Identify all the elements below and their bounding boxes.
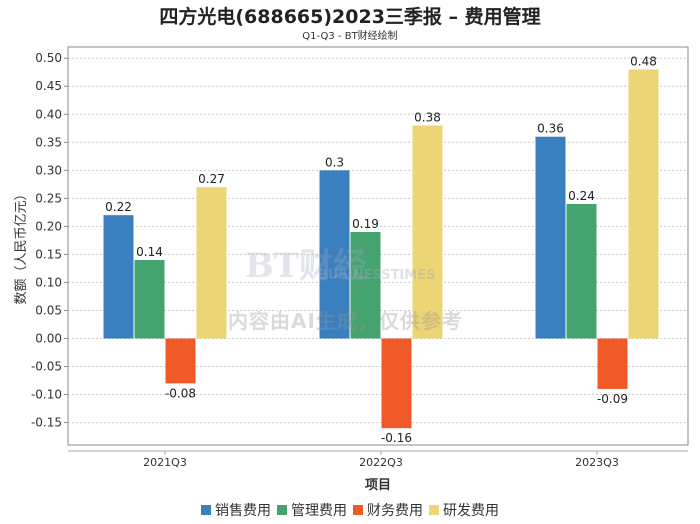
y-tick-label: 0.30	[35, 163, 62, 177]
chart-title: 四方光电(688665)2023三季报 – 费用管理	[159, 6, 541, 28]
data-label: -0.16	[381, 431, 412, 445]
bar-管理费用	[350, 231, 381, 339]
x-axis-title: 项目	[365, 478, 391, 493]
legend-label: 销售费用	[215, 503, 271, 519]
watermark-logo-en: BUSINESSTIMES	[318, 268, 436, 283]
data-label: 0.14	[136, 245, 163, 259]
data-label: 0.27	[198, 172, 225, 186]
data-label: 0.3	[325, 155, 344, 169]
chart-subtitle: Q1-Q3 - BT财经绘制	[302, 31, 398, 42]
legend-label: 研发费用	[443, 503, 499, 519]
bar-研发费用	[628, 69, 659, 339]
bar-管理费用	[566, 203, 597, 339]
bar-销售费用	[103, 215, 134, 339]
legend-item[interactable]: 销售费用	[201, 503, 271, 519]
y-tick-label: 0.10	[35, 275, 62, 289]
x-tick-label: 2021Q3	[143, 456, 187, 469]
y-tick-label: 0.40	[35, 107, 62, 121]
x-tick-label: 2023Q3	[575, 456, 619, 469]
y-tick-label: 0.00	[35, 331, 62, 345]
bar-销售费用	[535, 136, 566, 339]
bar-研发费用	[196, 187, 227, 339]
legend-swatch	[277, 505, 287, 515]
y-tick-label: -0.10	[31, 388, 62, 402]
y-tick-label: 0.45	[35, 79, 62, 93]
y-tick-label: 0.50	[35, 51, 62, 65]
watermark-notice: 内容由AI生成，仅供参考	[228, 309, 463, 333]
bar-财务费用	[165, 338, 196, 384]
bar-管理费用	[134, 260, 165, 339]
y-tick-label: 0.35	[35, 135, 62, 149]
bar-研发费用	[412, 125, 443, 339]
legend-item[interactable]: 财务费用	[353, 503, 423, 519]
y-tick-label: 0.20	[35, 219, 62, 233]
data-label: 0.19	[352, 217, 379, 231]
legend-item[interactable]: 研发费用	[429, 503, 499, 519]
data-label: -0.08	[165, 386, 196, 400]
y-tick-label: 0.15	[35, 247, 62, 261]
legend: 销售费用 管理费用 财务费用 研发费用	[0, 500, 700, 520]
y-tick-label: -0.05	[31, 360, 62, 374]
legend-item[interactable]: 管理费用	[277, 503, 347, 519]
bar-财务费用	[381, 338, 412, 429]
data-label: 0.38	[414, 110, 441, 124]
data-label: -0.09	[597, 392, 628, 406]
y-axis-title: 数额（人民币亿元）	[14, 187, 29, 304]
legend-label: 管理费用	[291, 503, 347, 519]
data-label: 0.22	[105, 200, 132, 214]
legend-swatch	[353, 505, 363, 515]
legend-label: 财务费用	[367, 503, 423, 519]
y-tick-label: -0.15	[31, 416, 62, 430]
watermark-logo: BT财经	[245, 246, 368, 286]
y-tick-label: 0.25	[35, 191, 62, 205]
bar-销售费用	[319, 170, 350, 339]
legend-swatch	[201, 505, 211, 515]
x-tick-label: 2022Q3	[359, 456, 403, 469]
data-label: 0.24	[568, 189, 595, 203]
bar-财务费用	[597, 338, 628, 389]
data-label: 0.48	[630, 54, 657, 68]
y-tick-label: 0.05	[35, 303, 62, 317]
data-label: 0.36	[537, 122, 564, 136]
legend-swatch	[429, 505, 439, 515]
